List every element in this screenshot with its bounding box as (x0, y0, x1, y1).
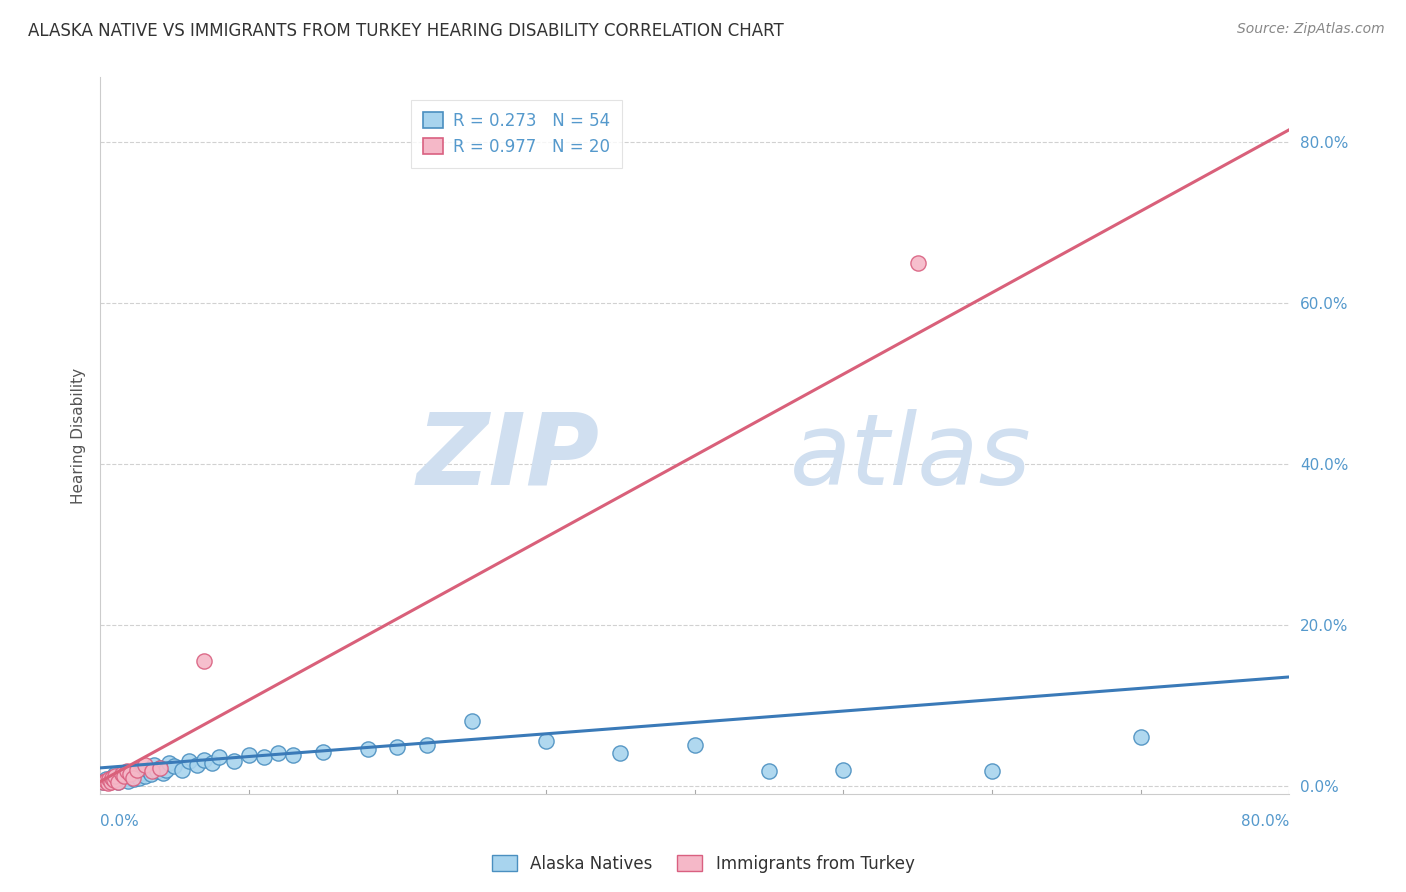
Point (609, 747, 631, 761)
Point (117, 773, 139, 788)
Y-axis label: Hearing Disability: Hearing Disability (72, 368, 86, 504)
Point (142, 758, 165, 772)
Text: ALASKA NATIVE VS IMMIGRANTS FROM TURKEY HEARING DISABILITY CORRELATION CHART: ALASKA NATIVE VS IMMIGRANTS FROM TURKEY … (28, 22, 785, 40)
Point (91, 774, 114, 789)
Point (118, 766, 141, 780)
Point (208, 750, 231, 764)
Point (98, 772, 121, 786)
Point (155, 763, 177, 777)
Point (98, 775, 121, 789)
Text: Source: ZipAtlas.com: Source: ZipAtlas.com (1237, 22, 1385, 37)
Point (136, 763, 159, 777)
Point (461, 714, 484, 729)
Point (152, 765, 174, 780)
Point (193, 753, 215, 767)
Point (131, 765, 153, 780)
Point (97, 776, 120, 790)
Point (111, 766, 134, 780)
Point (121, 764, 143, 778)
Point (139, 766, 162, 780)
Point (118, 769, 141, 783)
Point (179, 755, 201, 769)
Point (127, 763, 149, 777)
Point (981, 764, 1004, 778)
Point (683, 739, 706, 753)
Point (222, 755, 245, 769)
Point (149, 761, 172, 775)
Point (238, 747, 260, 762)
Point (111, 772, 134, 786)
Point (100, 774, 122, 789)
Point (107, 774, 129, 789)
Point (312, 745, 335, 759)
Point (186, 758, 208, 772)
Text: atlas: atlas (790, 409, 1032, 506)
Point (107, 774, 129, 789)
Point (357, 742, 380, 756)
Point (134, 769, 156, 783)
Point (124, 772, 146, 786)
Point (758, 764, 780, 778)
Text: 80.0%: 80.0% (1241, 814, 1289, 829)
Point (101, 771, 124, 785)
Point (163, 759, 186, 773)
Point (149, 761, 172, 775)
Point (134, 758, 156, 772)
Point (193, 654, 215, 668)
Point (112, 769, 135, 783)
Point (267, 747, 290, 761)
Point (104, 772, 127, 786)
Legend: R = 0.273   N = 54, R = 0.977   N = 20: R = 0.273 N = 54, R = 0.977 N = 20 (411, 100, 621, 168)
Point (1129, 731, 1152, 745)
Point (170, 763, 193, 777)
Point (157, 756, 180, 770)
Point (112, 766, 135, 780)
Point (115, 764, 138, 778)
Point (121, 771, 143, 785)
Point (128, 771, 150, 785)
Point (127, 767, 149, 781)
Point (94, 772, 117, 786)
Text: 0.0%: 0.0% (100, 814, 139, 829)
Point (145, 764, 167, 778)
Legend: Alaska Natives, Immigrants from Turkey: Alaska Natives, Immigrants from Turkey (485, 848, 921, 880)
Point (101, 773, 124, 788)
Point (832, 763, 855, 777)
Point (91, 775, 114, 789)
Point (141, 764, 163, 778)
Point (387, 739, 409, 754)
Point (103, 772, 125, 787)
Point (534, 734, 557, 748)
Point (104, 769, 127, 783)
Point (110, 769, 132, 783)
Point (253, 750, 276, 764)
Point (907, 255, 929, 269)
Point (283, 747, 305, 762)
Point (94, 773, 117, 788)
Point (416, 739, 439, 753)
Point (103, 769, 125, 783)
Point (115, 771, 138, 785)
Point (201, 756, 224, 770)
Point (104, 766, 127, 780)
Point (108, 771, 131, 785)
Point (100, 771, 122, 785)
Text: ZIP: ZIP (416, 409, 599, 506)
